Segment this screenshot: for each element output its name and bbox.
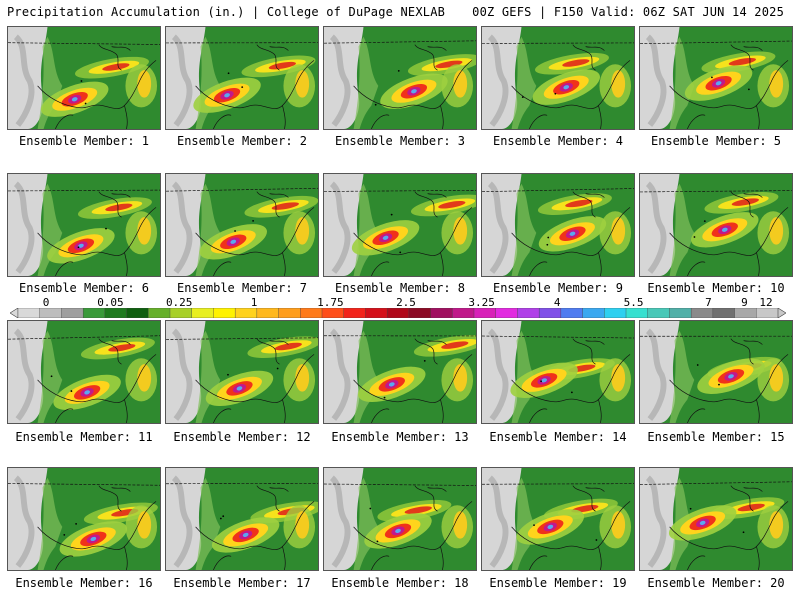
ensemble-map-panel	[639, 26, 793, 130]
ensemble-member-caption: Ensemble Member: 3	[334, 134, 466, 148]
colorbar-swatch	[169, 308, 193, 318]
ensemble-map-panel	[165, 467, 319, 571]
colorbar-tick-label: 12	[759, 296, 773, 309]
colorbar-swatch	[690, 308, 714, 318]
colorbar-tick-label: 1.75	[317, 296, 344, 309]
colorbar-swatch	[582, 308, 605, 318]
colorbar-swatch	[430, 308, 453, 318]
ensemble-map-panel	[481, 467, 635, 571]
ensemble-map-panel	[323, 320, 477, 424]
colorbar-swatch	[104, 308, 128, 318]
ensemble-member-caption: Ensemble Member: 2	[176, 134, 308, 148]
colorbar-swatch	[126, 308, 149, 318]
colorbar-tick-label: 2.5	[396, 296, 416, 309]
ensemble-member-caption: Ensemble Member: 1	[18, 134, 150, 148]
ensemble-member-caption: Ensemble Member: 19	[489, 576, 627, 590]
ensemble-member-caption: Ensemble Member: 15	[647, 430, 785, 444]
colorbar-swatch	[669, 308, 692, 318]
ensemble-map-panel	[323, 467, 477, 571]
chart-title: Precipitation Accumulation (in.) | Colle…	[7, 5, 446, 19]
ensemble-map-panel	[7, 173, 161, 277]
colorbar-right-arrow	[777, 308, 786, 318]
colorbar-swatch	[191, 308, 214, 318]
colorbar-swatch	[538, 308, 562, 318]
ensemble-member-caption: Ensemble Member: 5	[650, 134, 782, 148]
colorbar-tick-label: 3.25	[468, 296, 495, 309]
ensemble-map-panel	[7, 26, 161, 130]
ensemble-map-panel	[639, 173, 793, 277]
colorbar-swatch	[517, 308, 540, 318]
ensemble-map-panel	[639, 467, 793, 571]
ensemble-map-panel	[323, 173, 477, 277]
ensemble-member-caption: Ensemble Member: 7	[176, 281, 308, 295]
precipitation-colorbar	[10, 308, 786, 318]
colorbar-swatch	[734, 308, 757, 318]
colorbar-swatch	[560, 308, 584, 318]
ensemble-member-caption: Ensemble Member: 16	[15, 576, 153, 590]
colorbar-swatch	[61, 308, 84, 318]
colorbar-swatch	[343, 308, 366, 318]
ensemble-member-caption: Ensemble Member: 14	[489, 430, 627, 444]
colorbar-tick-label: 0.25	[165, 296, 193, 309]
colorbar-tick-label: 5.5	[623, 296, 644, 309]
colorbar-swatch	[17, 308, 41, 318]
ensemble-member-caption: Ensemble Member: 6	[18, 281, 150, 295]
ensemble-member-caption: Ensemble Member: 18	[331, 576, 469, 590]
colorbar-swatch	[604, 308, 627, 318]
colorbar-swatch	[234, 308, 258, 318]
colorbar-swatch	[495, 308, 518, 318]
colorbar-swatch	[148, 308, 171, 318]
ensemble-map-panel	[323, 26, 477, 130]
colorbar-swatch	[300, 308, 323, 318]
colorbar-swatch	[647, 308, 670, 318]
ensemble-map-panel	[7, 320, 161, 424]
ensemble-map-panel	[165, 173, 319, 277]
colorbar-tick-label: 7	[705, 296, 712, 309]
colorbar-swatch	[39, 308, 62, 318]
ensemble-map-panel	[7, 467, 161, 571]
ensemble-member-caption: Ensemble Member: 9	[492, 281, 624, 295]
colorbar-swatch	[452, 308, 475, 318]
colorbar-tick-label: 0.05	[97, 296, 124, 309]
ensemble-map-panel	[481, 320, 635, 424]
colorbar-tick-label: 9	[741, 296, 748, 309]
colorbar-swatch	[473, 308, 497, 318]
ensemble-map-panel	[165, 26, 319, 130]
colorbar-tick-label: 1	[250, 296, 258, 309]
colorbar-swatch	[82, 308, 106, 318]
colorbar-swatch	[365, 308, 388, 318]
colorbar-tick-label: 0	[42, 296, 50, 309]
ensemble-member-caption: Ensemble Member: 12	[173, 430, 311, 444]
colorbar-swatch	[213, 308, 236, 318]
model-run-info: 00Z GEFS | F150 Valid: 06Z SAT JUN 14 20…	[472, 5, 784, 19]
ensemble-member-caption: Ensemble Member: 11	[15, 430, 153, 444]
ensemble-member-caption: Ensemble Member: 13	[331, 430, 469, 444]
ensemble-member-caption: Ensemble Member: 10	[647, 281, 785, 295]
colorbar-swatch	[756, 308, 779, 318]
colorbar-swatch	[278, 308, 301, 318]
colorbar-swatch	[321, 308, 345, 318]
colorbar-swatch	[625, 308, 649, 318]
colorbar-swatch	[712, 308, 736, 318]
ensemble-member-caption: Ensemble Member: 20	[647, 576, 785, 590]
ensemble-member-caption: Ensemble Member: 17	[173, 576, 311, 590]
ensemble-map-panel	[639, 320, 793, 424]
ensemble-map-panel	[165, 320, 319, 424]
ensemble-member-caption: Ensemble Member: 8	[334, 281, 466, 295]
colorbar-tick-label: 4	[553, 296, 561, 309]
colorbar-left-arrow	[10, 308, 19, 318]
ensemble-map-panel	[481, 26, 635, 130]
colorbar-swatch	[408, 308, 432, 318]
colorbar-swatch	[256, 308, 280, 318]
ensemble-member-caption: Ensemble Member: 4	[492, 134, 624, 148]
ensemble-map-panel	[481, 173, 635, 277]
colorbar-swatch	[386, 308, 410, 318]
